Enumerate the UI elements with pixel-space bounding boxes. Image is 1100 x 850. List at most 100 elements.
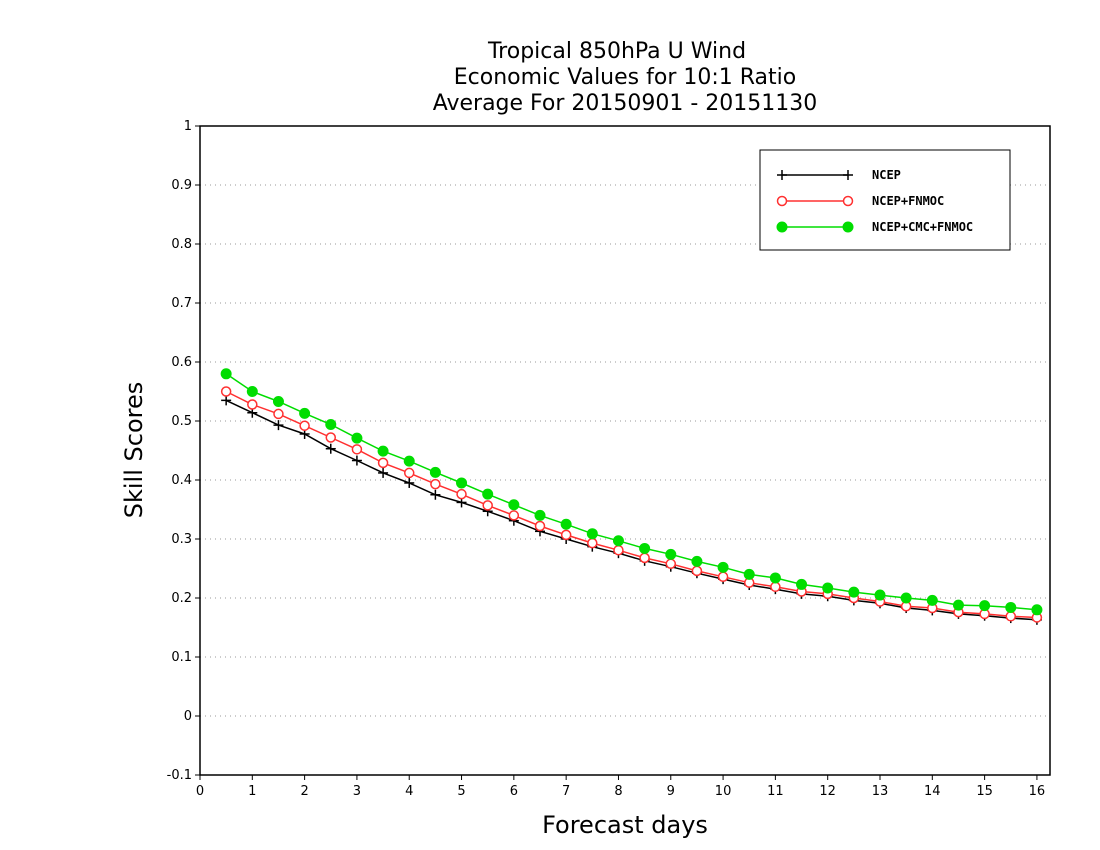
legend-item: NCEP bbox=[777, 168, 901, 182]
data-point bbox=[1031, 604, 1043, 616]
data-point bbox=[429, 466, 441, 478]
data-point bbox=[246, 386, 258, 397]
data-point bbox=[900, 592, 912, 604]
data-point bbox=[508, 499, 520, 511]
data-point bbox=[351, 444, 363, 455]
data-point bbox=[325, 419, 337, 431]
legend-marker bbox=[842, 221, 854, 233]
chart-title-line-2: Economic Values for 10:1 Ratio bbox=[454, 65, 796, 90]
x-tick-label: 13 bbox=[872, 784, 889, 799]
x-tick-label: 10 bbox=[715, 784, 732, 799]
legend-marker bbox=[776, 221, 788, 233]
x-tick-label: 4 bbox=[405, 784, 413, 799]
x-tick-label: 2 bbox=[300, 784, 308, 799]
data-point bbox=[587, 537, 598, 549]
data-point bbox=[639, 542, 651, 554]
data-point bbox=[874, 589, 886, 601]
series-line bbox=[225, 373, 1037, 611]
legend-item: NCEP+FNMOC bbox=[776, 194, 944, 208]
data-point bbox=[613, 544, 624, 556]
series-ncep-cmc-fnmoc bbox=[220, 368, 1043, 616]
data-point bbox=[822, 582, 834, 594]
legend-marker bbox=[842, 195, 854, 207]
series-ncep bbox=[221, 395, 1042, 625]
data-point bbox=[717, 571, 729, 583]
x-tick-label: 12 bbox=[819, 784, 836, 799]
data-point bbox=[691, 555, 703, 567]
data-point bbox=[560, 518, 572, 530]
data-point bbox=[220, 368, 232, 380]
data-point bbox=[770, 581, 781, 593]
grid bbox=[200, 184, 1050, 717]
data-point bbox=[848, 586, 860, 598]
y-tick-label: 0.8 bbox=[171, 237, 192, 252]
y-tick-label: 0.4 bbox=[171, 473, 192, 488]
data-point bbox=[534, 520, 546, 532]
data-point bbox=[612, 535, 624, 547]
legend-label: NCEP+CMC+FNMOC bbox=[872, 220, 973, 234]
data-point bbox=[560, 529, 572, 541]
x-tick-label: 5 bbox=[457, 784, 465, 799]
axes: -0.100.10.20.30.40.50.60.70.80.910 1 2 3 4 5 6… bbox=[167, 119, 1046, 799]
x-tick-label: 11 bbox=[767, 784, 784, 799]
x-tick-label: 0 bbox=[196, 784, 204, 799]
x-tick-label: 16 bbox=[1029, 784, 1046, 799]
legend-marker bbox=[777, 170, 787, 180]
y-axis-title: Skill Scores bbox=[120, 382, 148, 519]
data-point bbox=[1005, 611, 1017, 622]
data-point bbox=[979, 600, 991, 612]
legend-box bbox=[759, 149, 1011, 251]
x-axis-title: Forecast days bbox=[542, 811, 708, 839]
y-tick-label: 0.7 bbox=[171, 296, 192, 311]
data-point bbox=[273, 408, 284, 420]
x-tick-label: 1 bbox=[248, 784, 256, 799]
chart-title-line-3: Average For 20150901 - 20151130 bbox=[433, 91, 818, 116]
legend-label: NCEP+FNMOC bbox=[872, 194, 944, 208]
x-tick-label: 8 bbox=[614, 784, 622, 799]
data-point bbox=[272, 396, 284, 408]
data-point bbox=[586, 528, 598, 540]
legend-marker bbox=[843, 170, 853, 180]
data-point bbox=[351, 432, 363, 444]
data-point bbox=[404, 477, 415, 488]
legend: NCEP NCEP+FNMOC NCEP+CMC+FNMOC bbox=[759, 149, 1011, 251]
data-point bbox=[456, 488, 467, 500]
y-tick-label: 1 bbox=[184, 119, 192, 134]
data-point bbox=[377, 457, 389, 469]
data-point bbox=[639, 552, 650, 564]
plot-series bbox=[220, 368, 1043, 625]
data-point bbox=[325, 443, 336, 454]
data-point bbox=[508, 510, 520, 521]
data-point bbox=[796, 578, 808, 590]
data-point bbox=[220, 386, 232, 397]
data-point bbox=[665, 558, 677, 570]
data-point bbox=[299, 420, 310, 431]
data-point bbox=[534, 509, 546, 521]
series-line bbox=[225, 390, 1037, 619]
data-point bbox=[482, 500, 493, 511]
x-tick-label: 3 bbox=[353, 784, 361, 799]
data-point bbox=[952, 599, 964, 611]
y-tick-label: 0.9 bbox=[171, 178, 192, 193]
x-tick-label: 7 bbox=[562, 784, 570, 799]
y-tick-label: 0 bbox=[184, 709, 192, 724]
data-point bbox=[665, 548, 677, 560]
y-tick-label: 0.6 bbox=[171, 355, 192, 370]
data-point bbox=[926, 594, 938, 606]
data-point bbox=[403, 467, 415, 479]
data-point bbox=[743, 568, 755, 580]
chart-title-line-1: Tropical 850hPa U Wind bbox=[487, 39, 746, 64]
x-tick-label: 14 bbox=[924, 784, 941, 799]
data-point bbox=[221, 395, 232, 406]
data-point bbox=[377, 445, 389, 457]
legend-label: NCEP bbox=[872, 168, 901, 182]
y-tick-label: -0.1 bbox=[167, 768, 192, 783]
data-point bbox=[403, 455, 415, 467]
legend-item: NCEP+CMC+FNMOC bbox=[776, 220, 973, 234]
data-point bbox=[299, 407, 311, 419]
data-point bbox=[1005, 601, 1017, 613]
y-tick-label: 0.1 bbox=[171, 650, 192, 665]
data-point bbox=[247, 399, 258, 410]
y-tick-label: 0.2 bbox=[171, 591, 192, 606]
